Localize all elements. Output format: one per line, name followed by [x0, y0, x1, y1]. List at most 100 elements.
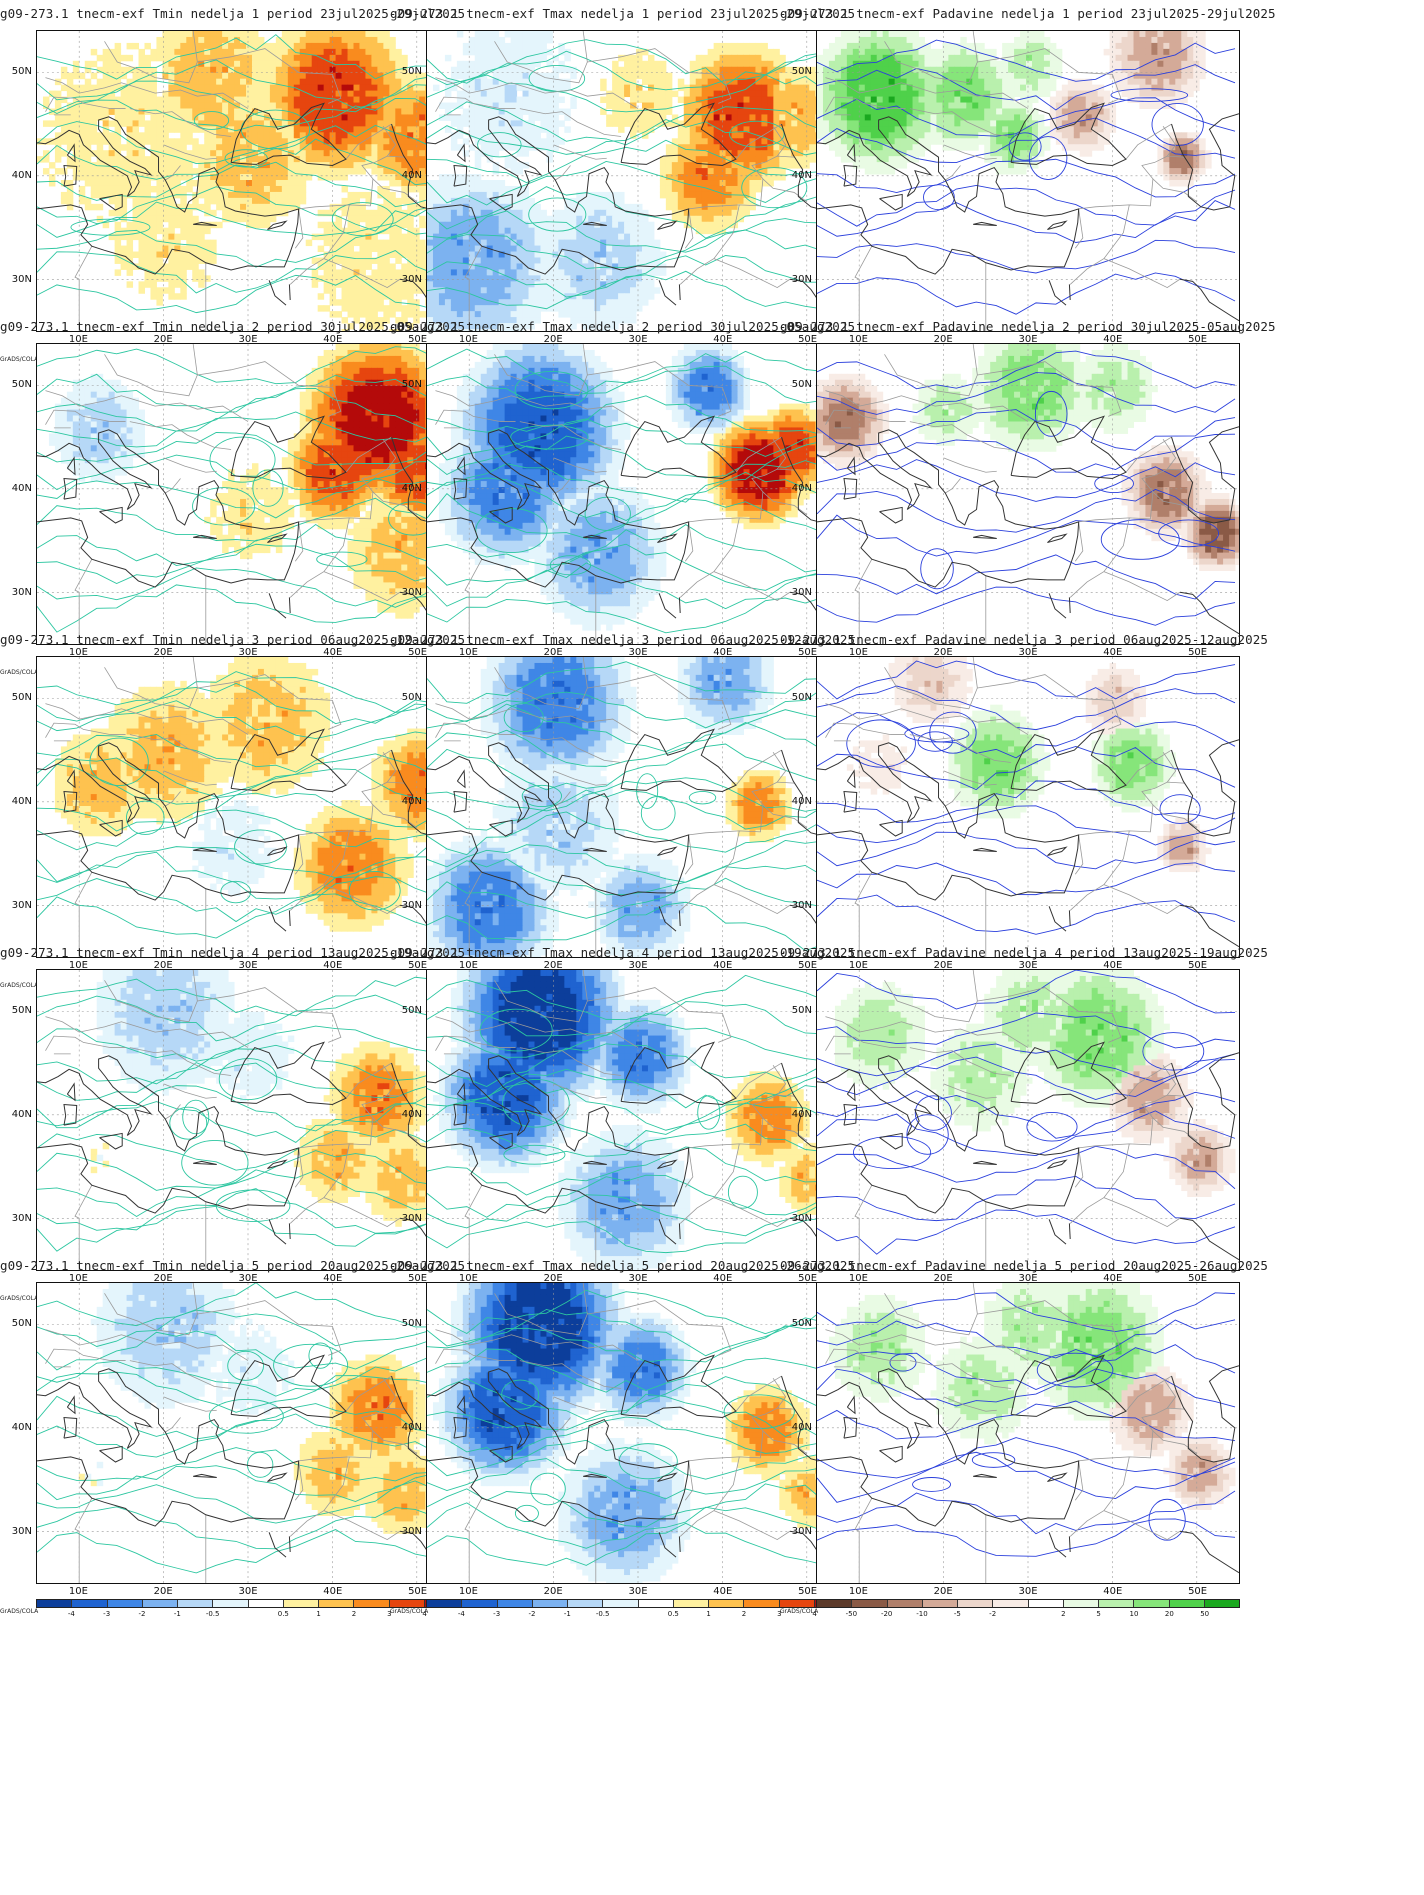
country-borders [825, 657, 1198, 957]
colorbar-swatch [1028, 1600, 1064, 1607]
map-panel: 09-273.1 tnecm-exf Padavine nedelja 3 pe… [780, 626, 1268, 1004]
map-canvas [427, 344, 849, 644]
map-canvas [37, 31, 459, 331]
y-tick-label: 30N [782, 274, 812, 285]
y-tick-label: 40N [392, 1109, 422, 1120]
x-tick-label: 40E [1093, 647, 1133, 658]
x-tick-label: 10E [838, 1586, 878, 1597]
colorbar-swatch [958, 1600, 994, 1607]
colorbar [816, 1599, 1240, 1608]
colorbar-swatch [779, 1600, 815, 1607]
colorbar-label: -0.5 [596, 1610, 610, 1618]
y-tick-label: 30N [782, 900, 812, 911]
x-tick-label: 10E [58, 1273, 98, 1284]
y-tick-label: 30N [392, 1526, 422, 1537]
coastlines [817, 1354, 1239, 1574]
panel-title: g09-273.1 tnecm-exf Tmax nedelja 1 perio… [390, 6, 860, 21]
anomaly-field [432, 1283, 840, 1583]
colorbar-label: -1 [564, 1610, 571, 1618]
colorbar-swatch [1204, 1600, 1239, 1607]
x-tick-label: 20E [533, 1273, 573, 1284]
x-tick-label: 20E [923, 1273, 963, 1284]
colorbar-label: -5 [954, 1610, 961, 1618]
colorbar-swatch [852, 1600, 888, 1607]
coastlines [817, 415, 1239, 635]
map-frame [816, 1282, 1240, 1584]
x-tick-label: 10E [58, 647, 98, 658]
x-tick-label: 10E [448, 334, 488, 345]
colorbar-swatch [248, 1600, 284, 1607]
x-tick-label: 20E [923, 1586, 963, 1597]
contour-lines [817, 1292, 1236, 1557]
coastlines [37, 102, 459, 322]
country-borders [435, 1283, 808, 1583]
y-tick-label: 40N [2, 1109, 32, 1120]
colorbar-label: -2 [989, 1610, 996, 1618]
colorbar-swatch [72, 1600, 108, 1607]
y-tick-label: 50N [392, 692, 422, 703]
y-tick-label: 30N [782, 1213, 812, 1224]
x-tick-label: 30E [228, 1273, 268, 1284]
colorbar-label: -3 [493, 1610, 500, 1618]
panel-title: 09-273.1 tnecm-exf Padavine nedelja 4 pe… [780, 945, 1268, 960]
colorbar-swatch [1169, 1600, 1205, 1607]
x-tick-label: 20E [923, 334, 963, 345]
map-frame [36, 30, 460, 332]
x-tick-label: 40E [703, 1586, 743, 1597]
graticule [427, 657, 849, 957]
colorbar-label: 2 [352, 1610, 356, 1618]
y-tick-label: 30N [392, 900, 422, 911]
x-tick-label: 20E [533, 334, 573, 345]
x-tick-label: 40E [313, 960, 353, 971]
x-tick-label: 50E [1178, 1586, 1218, 1597]
panel-title: g09-273.1 tnecm-exf Padavine nedelja 2 p… [780, 319, 1276, 334]
graticule [817, 1283, 1239, 1583]
x-tick-label: 30E [1008, 1586, 1048, 1597]
colorbar-labels: -50 -20 -10 -5 -2 2 5 10 20 50 [816, 1610, 1240, 1620]
graticule [817, 657, 1239, 957]
x-tick-label: 50E [398, 1586, 438, 1597]
x-tick-label: 40E [1093, 334, 1133, 345]
y-tick-label: 40N [2, 483, 32, 494]
contour-lines [37, 34, 456, 316]
y-tick-label: 40N [782, 170, 812, 181]
map-panel: g09-273.1 tnecm-exf Tmax nedelja 2 perio… [390, 313, 860, 691]
colorbar-swatch [744, 1600, 780, 1607]
country-borders [825, 344, 1198, 644]
grads-credit: GrADS/COLA [0, 1608, 38, 1615]
x-tick-label: 20E [143, 647, 183, 658]
colorbar-label: -4 [68, 1610, 75, 1618]
colorbar-label: 4 [422, 1610, 426, 1618]
x-tick-label: 10E [838, 647, 878, 658]
map-canvas [37, 970, 459, 1270]
colorbar-swatch [887, 1600, 923, 1607]
country-borders [825, 970, 1198, 1270]
y-tick-label: 30N [392, 274, 422, 285]
y-tick-label: 40N [2, 796, 32, 807]
colorbar-label: 4 [812, 1610, 816, 1618]
colorbar-swatch [427, 1600, 463, 1607]
colorbar-label: -3 [103, 1610, 110, 1618]
colorbar-swatch [603, 1600, 639, 1607]
colorbar-swatch [37, 1600, 73, 1607]
panel-title: g09-273.1 tnecm-exf Tmin nedelja 4 perio… [0, 945, 470, 960]
x-tick-label: 50E [1178, 1273, 1218, 1284]
contour-lines [817, 660, 1236, 935]
y-tick-label: 50N [392, 1318, 422, 1329]
x-tick-label: 40E [1093, 1273, 1133, 1284]
x-tick-label: 20E [143, 1273, 183, 1284]
coastlines [427, 415, 849, 635]
country-borders [435, 970, 808, 1270]
colorbar-swatch [638, 1600, 674, 1607]
country-borders [45, 970, 418, 1270]
map-panel: g09-273.1 tnecm-exf Tmax nedelja 3 perio… [390, 626, 860, 1004]
y-tick-label: 30N [2, 1526, 32, 1537]
x-tick-label: 40E [313, 1273, 353, 1284]
y-tick-label: 40N [782, 1109, 812, 1120]
colorbar-label: -20 [881, 1610, 892, 1618]
anomaly-field [828, 1283, 1236, 1510]
x-tick-label: 20E [143, 1586, 183, 1597]
map-panel: g09-273.1 tnecm-exf Padavine nedelja 2 p… [780, 313, 1276, 691]
country-borders [45, 1283, 418, 1583]
map-panel: g09-273.1 tnecm-exf Tmax nedelja 5 perio… [390, 1252, 860, 1630]
